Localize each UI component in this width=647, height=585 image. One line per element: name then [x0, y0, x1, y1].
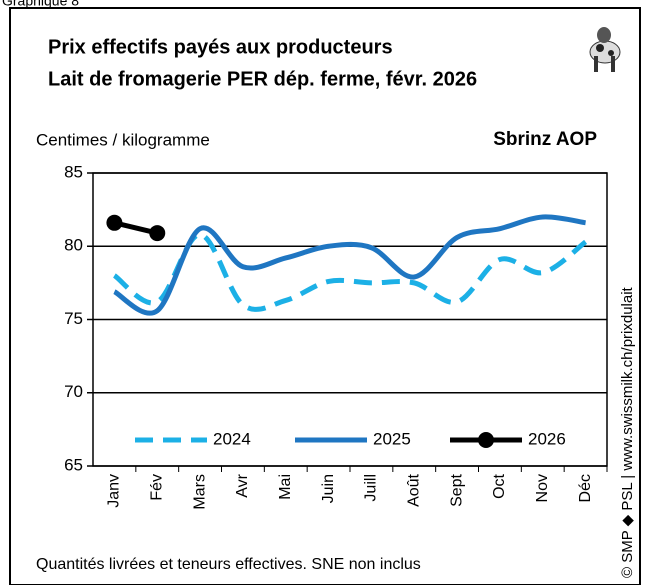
- chart-title: Prix effectifs payés aux producteurs: [48, 36, 393, 58]
- y-tick-label: 65: [64, 455, 83, 474]
- y-axis-label: Centimes / kilogramme: [36, 130, 210, 149]
- series-line: [113, 214, 586, 316]
- y-tick-label: 85: [64, 162, 83, 181]
- product-label: Sbrinz AOP: [493, 129, 597, 150]
- legend-label: 2025: [373, 429, 411, 448]
- x-tick-label: Mars: [191, 474, 208, 510]
- x-tick-label: Mai: [277, 474, 294, 500]
- legend-label: 2024: [213, 429, 251, 448]
- cow-icon: [589, 27, 621, 72]
- frame: [9, 7, 641, 585]
- x-tick-label: Nov: [534, 474, 551, 502]
- x-tick-label: Déc: [577, 474, 594, 502]
- x-tick-label: Janv: [106, 474, 123, 508]
- figure-label: Graphique 8: [2, 0, 79, 9]
- source: © SMP ◆ PSL | www.swissmilk.ch/prixdulai…: [619, 286, 636, 578]
- y-tick-label: 75: [64, 309, 83, 328]
- legend-marker: [478, 432, 494, 448]
- legend-label: 2026: [528, 429, 566, 448]
- x-tick-label: Oct: [491, 473, 508, 498]
- x-tick-label: Juill: [363, 474, 380, 502]
- series-marker: [149, 225, 166, 242]
- chart-subtitle: Lait de fromagerie PER dép. ferme, févr.…: [48, 68, 477, 90]
- x-tick-label: Août: [405, 473, 422, 506]
- footnote: Quantités livrées et teneurs effectives.…: [36, 556, 421, 573]
- x-tick-label: Fév: [148, 474, 165, 501]
- x-tick-label: Juin: [320, 474, 337, 503]
- y-tick-label: 80: [64, 236, 83, 255]
- y-tick-label: 70: [64, 382, 83, 401]
- x-tick-label: Sept: [448, 473, 465, 506]
- series-marker: [106, 214, 123, 231]
- x-tick-label: Avr: [234, 473, 251, 497]
